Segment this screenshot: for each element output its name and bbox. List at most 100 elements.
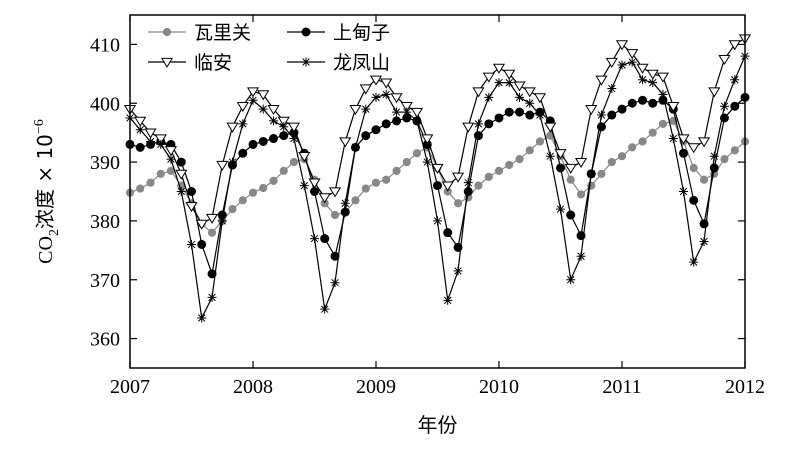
legend-label: 上甸子 [333,22,390,44]
data-point [617,60,627,70]
data-point [287,122,301,133]
data-point [207,292,217,302]
data-point [533,93,547,104]
data-point [371,125,381,135]
data-point [656,72,670,83]
x-axis-title: 年份 [418,413,458,437]
data-point [525,110,535,120]
data-point [289,157,299,167]
legend-item-3: 临安 [148,52,232,74]
data-point [197,313,207,323]
data-point [382,175,391,184]
data-point [689,163,698,173]
data-point [279,122,289,132]
series-4 [125,51,750,323]
data-point [146,136,156,146]
data-point [310,187,319,196]
data-point [381,119,391,129]
data-point [392,166,401,176]
data-point [238,119,248,129]
data-point [246,87,260,98]
data-point [216,160,229,171]
data-point [441,181,454,192]
data-point [390,93,403,104]
data-point [410,107,424,118]
data-point [484,119,494,129]
data-point [617,104,627,114]
data-point [226,122,239,133]
x-tick-label: 2007 [110,376,150,398]
data-point [677,134,690,145]
data-point [627,98,637,108]
data-point [730,75,740,85]
data-point [544,122,557,133]
data-point [135,142,145,152]
data-point [586,169,596,179]
legend-marker [162,27,172,37]
y-axis-title-exponent: −6 [32,119,47,134]
data-point [443,228,453,238]
data-point [668,134,678,144]
data-point [574,157,588,168]
data-point [494,166,504,176]
y-tick-label: 400 [90,93,120,115]
data-point [564,163,577,174]
data-point [462,122,475,133]
data-point [176,187,186,196]
data-point [728,40,741,51]
data-point [627,57,637,67]
y-tick-label: 390 [90,152,120,174]
data-point [679,187,688,196]
legend-label: 龙凤山 [333,52,390,74]
x-tick-label: 2010 [479,376,519,398]
data-point [361,184,370,193]
data-point [238,148,248,158]
legend-item-1: 瓦里关 [148,22,251,44]
y-tick-label: 370 [90,270,120,292]
data-point [175,169,188,180]
data-point [258,104,268,114]
legend-item-4: 龙凤山 [287,52,390,74]
x-tick-label: 2008 [233,376,273,398]
data-point [349,104,362,116]
data-point [494,78,504,88]
data-point [351,196,360,205]
data-point [607,84,617,94]
legend-label: 瓦里关 [194,22,251,44]
data-point [412,116,422,126]
data-point [330,278,340,288]
data-point [400,102,413,113]
data-point [658,89,668,99]
data-point [451,172,465,183]
data-point [340,207,350,217]
data-point [236,102,249,113]
data-point [554,149,567,160]
data-point [205,213,219,224]
data-point [207,269,217,279]
data-point [607,157,616,167]
data-point [187,187,196,196]
data-point [339,137,352,148]
data-point [412,149,422,158]
data-point [258,136,268,146]
data-point [515,107,525,117]
data-point [402,107,412,117]
x-tick-label: 2012 [725,376,765,398]
data-point [340,198,350,208]
series-2 [125,92,750,279]
legend-item-2: 上甸子 [287,22,390,44]
data-point [605,57,618,68]
data-point [279,166,288,176]
data-point [556,163,565,173]
y-tick-label: 410 [90,34,120,56]
data-point [318,193,331,204]
data-point [566,275,576,285]
data-point [523,87,536,98]
x-tick-label: 2011 [602,376,641,398]
data-point [144,128,157,139]
data-point [431,163,444,174]
y-tick-label: 380 [90,211,120,233]
data-point [689,195,699,205]
data-point [392,116,402,126]
